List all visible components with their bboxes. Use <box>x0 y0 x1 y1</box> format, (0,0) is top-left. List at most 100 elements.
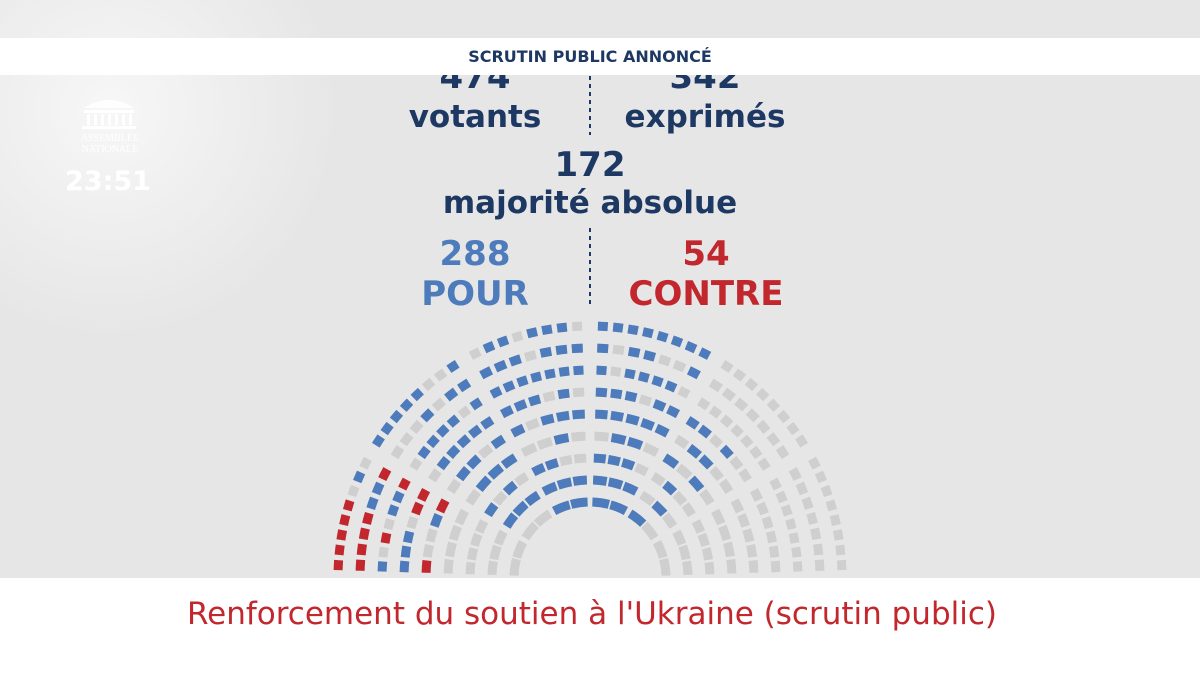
seat <box>744 377 759 392</box>
seat <box>610 410 625 422</box>
seat <box>444 387 459 402</box>
seat <box>456 466 471 482</box>
seat <box>625 413 640 426</box>
seat <box>607 477 624 490</box>
seat <box>832 529 844 541</box>
seat <box>711 508 726 526</box>
footer-band <box>0 578 1200 675</box>
seat <box>409 457 423 471</box>
seat <box>808 456 821 470</box>
seat <box>466 547 479 561</box>
majorite-label: majorité absolue <box>443 185 737 221</box>
seat <box>682 560 693 576</box>
seat <box>487 560 498 576</box>
seat <box>530 371 543 383</box>
logo-dome <box>84 100 134 108</box>
seat <box>662 480 678 496</box>
contre-label: CONTRE <box>629 274 784 314</box>
seat <box>766 432 781 447</box>
seat <box>749 487 763 502</box>
seat <box>593 453 607 464</box>
seat <box>659 557 671 576</box>
seat <box>791 546 802 558</box>
seat <box>521 521 539 541</box>
seat <box>336 529 348 541</box>
seat <box>609 500 629 516</box>
seat <box>642 442 660 457</box>
seat <box>664 380 678 393</box>
seat <box>610 366 622 377</box>
seat <box>718 524 732 542</box>
seat <box>795 434 809 448</box>
seat <box>592 497 611 509</box>
seat <box>539 346 553 358</box>
seat <box>523 350 537 362</box>
seat <box>745 408 760 423</box>
seat <box>610 433 627 445</box>
seat <box>465 488 481 506</box>
seat <box>392 490 405 504</box>
seat <box>389 409 404 424</box>
seat <box>457 378 472 393</box>
seat <box>527 394 542 407</box>
seat <box>686 366 701 380</box>
seat <box>698 347 712 360</box>
seat <box>454 508 469 526</box>
seat <box>829 514 841 526</box>
seat <box>709 434 724 449</box>
seat <box>719 414 734 428</box>
seat <box>639 490 656 507</box>
seat <box>720 359 734 373</box>
logo-line2: NATIONALE <box>82 144 139 155</box>
seat <box>698 454 714 470</box>
seat <box>520 442 538 457</box>
seat <box>420 408 435 423</box>
exprimes-label: exprimés <box>625 99 786 135</box>
seat <box>409 419 424 434</box>
seat <box>556 322 568 333</box>
seat <box>489 544 502 561</box>
seat <box>478 444 494 459</box>
seat <box>761 515 774 530</box>
seat <box>470 532 483 547</box>
seat <box>627 509 647 527</box>
seat <box>686 444 702 459</box>
seat <box>594 431 610 442</box>
seat <box>612 344 625 355</box>
seat <box>446 359 460 373</box>
seat <box>474 519 489 534</box>
seat <box>691 519 706 534</box>
seat <box>558 366 570 377</box>
seat <box>448 524 462 542</box>
seat <box>719 444 734 459</box>
seat <box>768 545 780 558</box>
seat <box>756 419 771 434</box>
seat <box>670 335 684 348</box>
logo-columns <box>87 114 132 125</box>
seat <box>468 347 482 360</box>
seat <box>666 405 681 419</box>
seat <box>387 504 400 517</box>
header-band <box>0 38 1200 75</box>
seat <box>484 502 499 518</box>
seat <box>637 371 650 383</box>
footer-title: Renforcement du soutien à l'Ukraine (scr… <box>187 596 997 632</box>
seat <box>573 453 587 464</box>
seat <box>658 354 672 367</box>
logo-entablature <box>84 110 134 113</box>
seat <box>490 434 506 450</box>
seat <box>814 559 825 571</box>
seat <box>766 398 781 412</box>
seat <box>430 513 443 528</box>
seat <box>749 445 763 460</box>
seat <box>723 541 735 558</box>
seat <box>482 341 496 354</box>
seat <box>502 480 518 496</box>
seat <box>457 405 472 419</box>
seat <box>362 511 374 525</box>
seat <box>502 380 516 393</box>
stats: 474 votants 342 exprimés 172 majorité ab… <box>409 57 786 314</box>
seat <box>780 504 793 517</box>
seat <box>726 558 737 574</box>
